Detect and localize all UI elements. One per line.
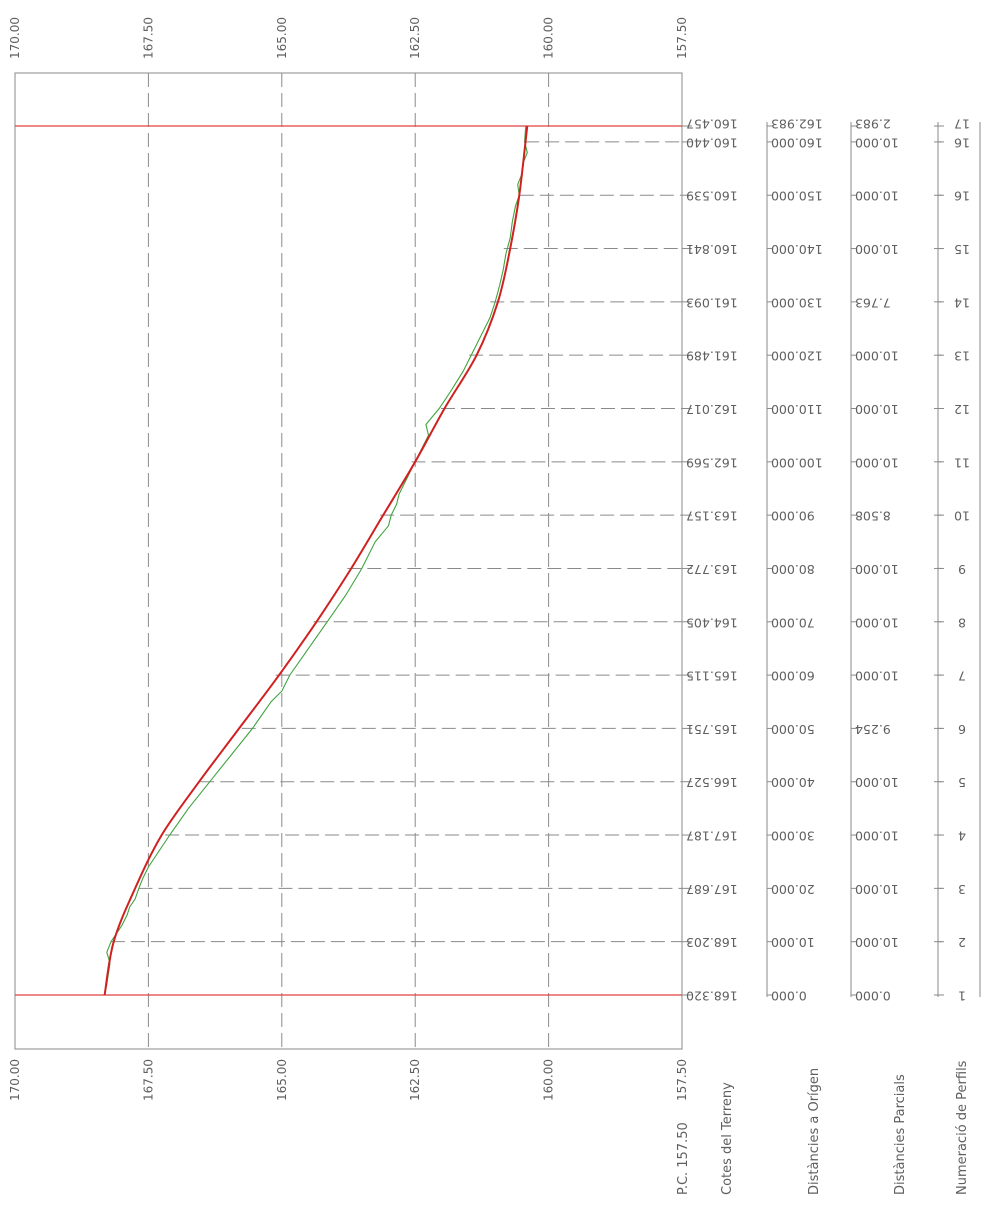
elevation-label: 160.457 bbox=[686, 117, 738, 132]
distance-partial-label: 7.763 bbox=[855, 295, 891, 310]
bottom-axis-label: 167.50 bbox=[141, 1059, 155, 1101]
elevation-label: 166.527 bbox=[686, 775, 738, 790]
profile-number-label: 13 bbox=[954, 349, 970, 364]
distance-partial-label: 10.000 bbox=[855, 135, 899, 150]
profile-number-label: 15 bbox=[954, 242, 970, 257]
distance-partial-label: 10.000 bbox=[855, 562, 899, 577]
bottom-axis-label: 165.00 bbox=[275, 1059, 289, 1101]
profile-number-label: 9 bbox=[958, 562, 966, 577]
station-lines bbox=[110, 125, 692, 996]
distances-origin-title: Distàncies a Orígen bbox=[807, 1068, 822, 1195]
elevation-label: 160.440 bbox=[686, 135, 738, 150]
bottom-axis-label: 157.50 bbox=[675, 1059, 689, 1101]
profile-number-label: 2 bbox=[958, 935, 966, 950]
top-axis-label: 160.00 bbox=[542, 17, 556, 59]
distance-origin-label: 40.000 bbox=[771, 775, 815, 790]
top-axis-label: 157.50 bbox=[675, 17, 689, 59]
series-group bbox=[15, 125, 682, 996]
distance-origin-label: 160.000 bbox=[771, 135, 823, 150]
distance-partial-label: 10.000 bbox=[855, 402, 899, 417]
plot-frame bbox=[14, 72, 683, 1050]
profile-number-label: 1 bbox=[958, 989, 966, 1004]
profile-number-label: 16 bbox=[954, 135, 970, 150]
profile-number-label: 5 bbox=[958, 775, 966, 790]
distance-partial-label: 10.000 bbox=[855, 189, 899, 204]
profile-number-label: 14 bbox=[954, 295, 970, 310]
distance-partial-label: 10.000 bbox=[855, 882, 899, 897]
elevation-label: 162.569 bbox=[686, 455, 738, 470]
elevation-label: 164.405 bbox=[686, 615, 738, 630]
profile-number-label: 10 bbox=[954, 509, 970, 524]
distance-partial-label: 10.000 bbox=[855, 615, 899, 630]
distance-partial-label: 2.983 bbox=[855, 117, 891, 132]
distance-origin-label: 80.000 bbox=[771, 562, 815, 577]
distance-origin-label: 140.000 bbox=[771, 242, 823, 257]
distances-partial-title: Distàncies Parcials bbox=[893, 1074, 908, 1195]
elevation-label: 160.539 bbox=[686, 189, 738, 204]
elevation-label: 162.017 bbox=[686, 402, 738, 417]
label-group: 170.00170.00167.50167.50165.00165.00162.… bbox=[8, 17, 970, 1195]
distance-origin-label: 50.000 bbox=[771, 722, 815, 737]
bottom-axis-label: 162.50 bbox=[408, 1059, 422, 1101]
elevation-label: 168.203 bbox=[686, 935, 738, 950]
top-axis-label: 167.50 bbox=[141, 17, 155, 59]
profile-number-label: 6 bbox=[958, 722, 966, 737]
legend-band-lines bbox=[766, 122, 981, 997]
distance-partial-label: 0.000 bbox=[855, 989, 891, 1004]
elevation-label: 161.093 bbox=[686, 295, 738, 310]
profile-number-label: 16 bbox=[954, 189, 970, 204]
elevation-label: 161.489 bbox=[686, 349, 738, 364]
distance-partial-label: 10.000 bbox=[855, 669, 899, 684]
profile-number-label: 11 bbox=[954, 455, 970, 470]
elevation-label: 168.320 bbox=[686, 989, 738, 1004]
distance-origin-label: 0.000 bbox=[771, 989, 807, 1004]
profile-number-label: 12 bbox=[954, 402, 970, 417]
distance-origin-label: 20.000 bbox=[771, 882, 815, 897]
vertical-grid-lines bbox=[147, 73, 550, 1049]
elevation-label: 163.157 bbox=[686, 509, 738, 524]
profile-line bbox=[103, 125, 529, 996]
profile-number-label: 8 bbox=[958, 615, 966, 630]
profile-numbers-title: Numeració de Perfils bbox=[955, 1060, 970, 1195]
profile-number-label: 7 bbox=[958, 669, 966, 684]
distance-origin-label: 30.000 bbox=[771, 829, 815, 844]
reference-plane-label: P.C. 157.50 bbox=[676, 1122, 691, 1195]
top-axis-label: 170.00 bbox=[8, 17, 22, 59]
distance-origin-label: 60.000 bbox=[771, 669, 815, 684]
profile-number-label: 17 bbox=[954, 117, 970, 132]
elevation-label: 160.841 bbox=[686, 242, 738, 257]
elevation-label: 167.687 bbox=[686, 882, 738, 897]
elevations-title: Cotes del Terreny bbox=[720, 1082, 735, 1195]
bottom-axis-label: 160.00 bbox=[542, 1059, 556, 1101]
bottom-axis-label: 170.00 bbox=[8, 1059, 22, 1101]
distance-origin-label: 90.000 bbox=[771, 509, 815, 524]
distance-origin-label: 130.000 bbox=[771, 295, 823, 310]
distance-partial-label: 10.000 bbox=[855, 829, 899, 844]
terrain-line bbox=[104, 125, 528, 996]
distance-partial-label: 10.000 bbox=[855, 455, 899, 470]
elevation-label: 167.187 bbox=[686, 829, 738, 844]
top-axis-label: 165.00 bbox=[275, 17, 289, 59]
distance-origin-label: 110.000 bbox=[771, 402, 823, 417]
distance-partial-label: 10.000 bbox=[855, 242, 899, 257]
elevation-label: 163.772 bbox=[686, 562, 738, 577]
profile-number-label: 3 bbox=[958, 882, 966, 897]
elevation-label: 165.751 bbox=[686, 722, 738, 737]
distance-origin-label: 100.000 bbox=[771, 455, 823, 470]
distance-origin-label: 162.983 bbox=[771, 117, 823, 132]
distance-origin-label: 120.000 bbox=[771, 349, 823, 364]
distance-partial-label: 10.000 bbox=[855, 775, 899, 790]
distance-origin-label: 150.000 bbox=[771, 189, 823, 204]
elevation-label: 165.115 bbox=[686, 669, 738, 684]
distance-partial-label: 8.508 bbox=[855, 509, 891, 524]
top-axis-label: 162.50 bbox=[408, 17, 422, 59]
distance-partial-label: 10.000 bbox=[855, 935, 899, 950]
distance-origin-label: 70.000 bbox=[771, 615, 815, 630]
profile-number-label: 4 bbox=[958, 829, 966, 844]
distance-partial-label: 10.000 bbox=[855, 349, 899, 364]
distance-origin-label: 10.000 bbox=[771, 935, 815, 950]
distance-partial-label: 9.254 bbox=[855, 722, 891, 737]
